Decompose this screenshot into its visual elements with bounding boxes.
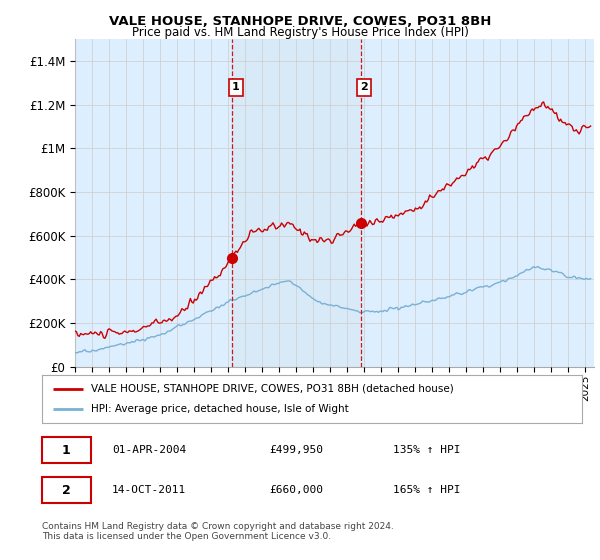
Text: VALE HOUSE, STANHOPE DRIVE, COWES, PO31 8BH (detached house): VALE HOUSE, STANHOPE DRIVE, COWES, PO31 … <box>91 384 454 394</box>
Bar <box>232 39 361 367</box>
Text: 01-APR-2004: 01-APR-2004 <box>112 445 187 455</box>
Text: Price paid vs. HM Land Registry's House Price Index (HPI): Price paid vs. HM Land Registry's House … <box>131 26 469 39</box>
Text: 165% ↑ HPI: 165% ↑ HPI <box>393 485 461 495</box>
Text: 1: 1 <box>62 444 71 457</box>
Text: £660,000: £660,000 <box>269 485 323 495</box>
Text: 2: 2 <box>62 484 71 497</box>
Text: HPI: Average price, detached house, Isle of Wight: HPI: Average price, detached house, Isle… <box>91 404 349 414</box>
Text: Contains HM Land Registry data © Crown copyright and database right 2024.
This d: Contains HM Land Registry data © Crown c… <box>42 522 394 542</box>
Text: 135% ↑ HPI: 135% ↑ HPI <box>393 445 461 455</box>
FancyBboxPatch shape <box>42 477 91 503</box>
Text: 14-OCT-2011: 14-OCT-2011 <box>112 485 187 495</box>
FancyBboxPatch shape <box>42 437 91 463</box>
Text: 2: 2 <box>360 82 368 92</box>
Text: VALE HOUSE, STANHOPE DRIVE, COWES, PO31 8BH: VALE HOUSE, STANHOPE DRIVE, COWES, PO31 … <box>109 15 491 28</box>
Text: 1: 1 <box>232 82 239 92</box>
Text: £499,950: £499,950 <box>269 445 323 455</box>
